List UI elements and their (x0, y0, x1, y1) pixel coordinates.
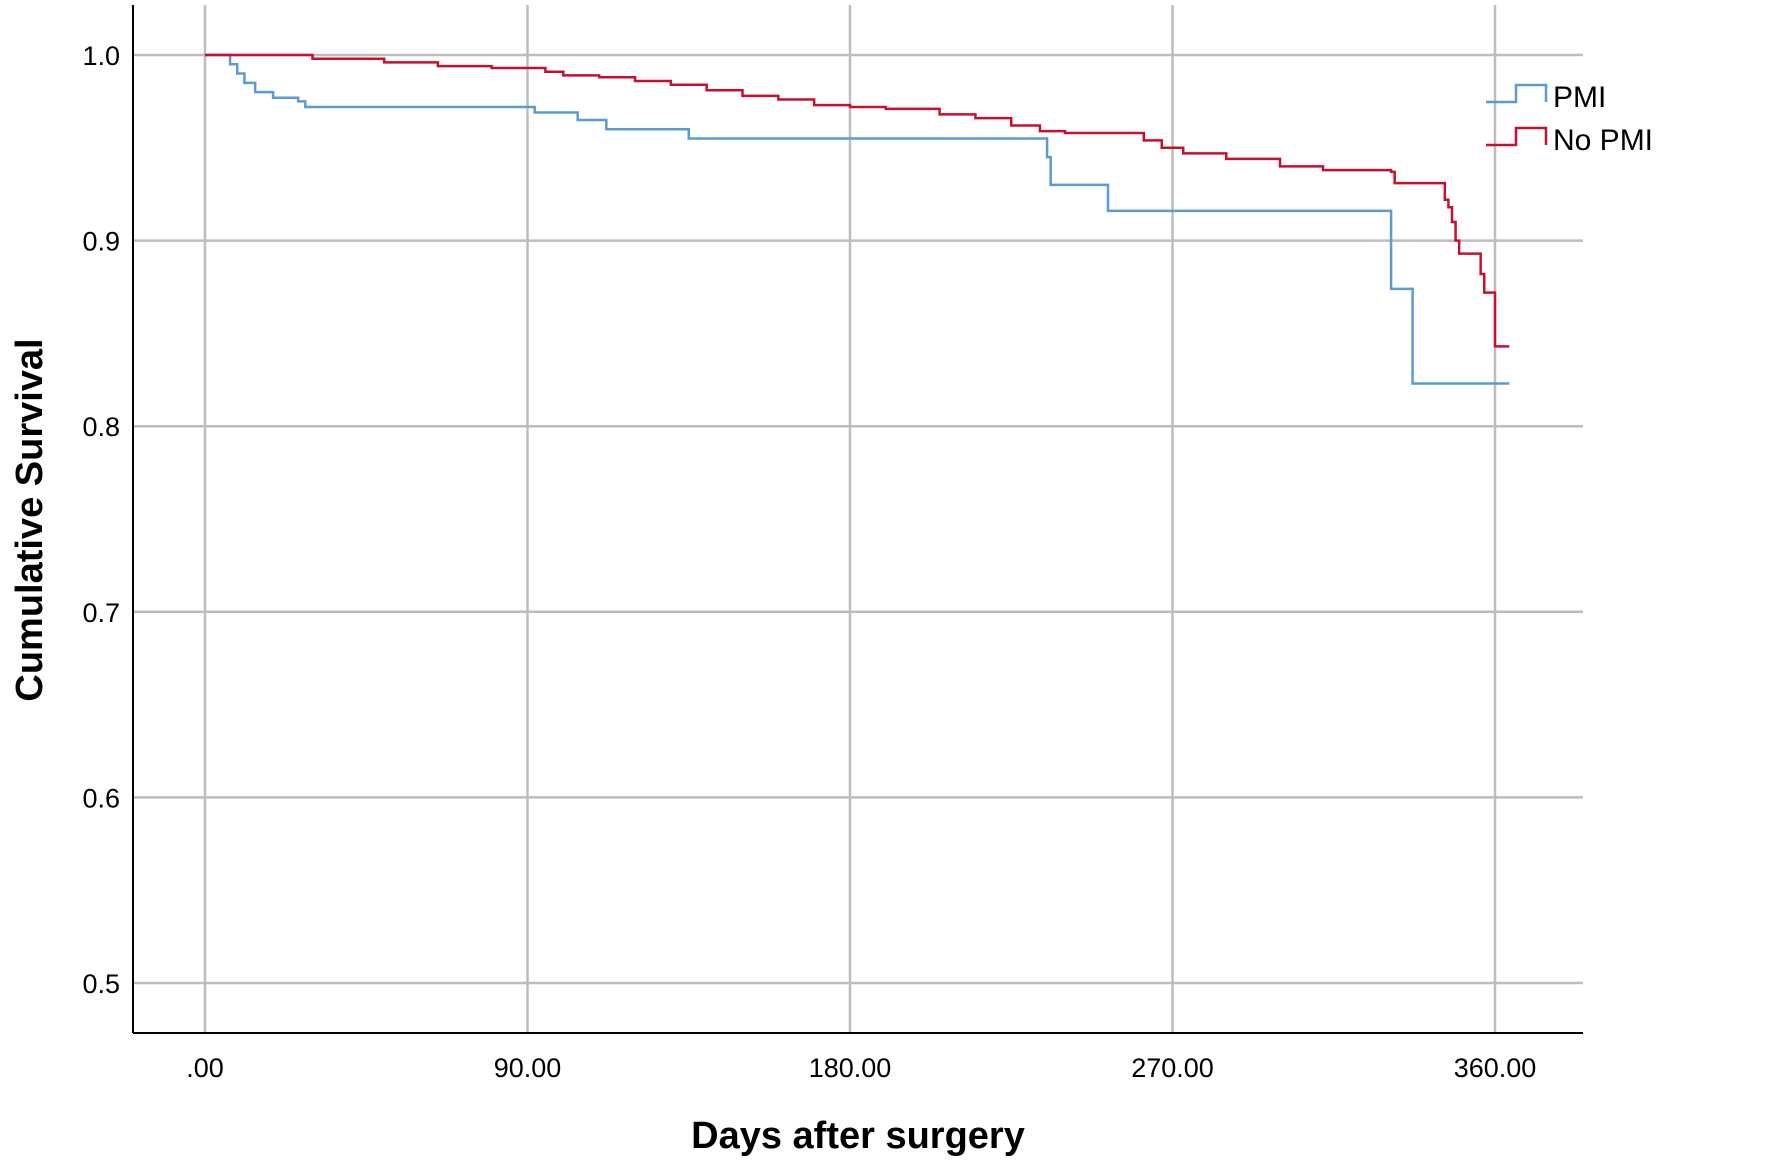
grid-lines (133, 5, 1583, 1033)
x-tick-label: 90.00 (494, 1053, 562, 1083)
legend: PMI No PMI (1486, 81, 1653, 157)
x-tick-label: .00 (186, 1053, 224, 1083)
y-axis-title: Cumulative Survival (9, 338, 51, 701)
legend-swatch (1486, 126, 1548, 147)
axes (132, 5, 1583, 1034)
legend-label: PMI (1553, 81, 1606, 114)
y-tick-label: 0.9 (82, 227, 120, 257)
y-tick-label: 0.8 (82, 412, 120, 442)
x-axis-title: Days after surgery (691, 1115, 1025, 1157)
legend-label: No PMI (1553, 124, 1653, 157)
x-tick-label: 180.00 (809, 1053, 892, 1083)
series-line-pmi (205, 53, 1510, 385)
y-tick-label: 1.0 (82, 41, 120, 71)
legend-swatch (1486, 83, 1548, 104)
y-tick-label: 0.7 (82, 598, 120, 628)
y-tick-label: 0.6 (82, 783, 120, 813)
x-tick-label: 270.00 (1131, 1053, 1214, 1083)
y-tick-label: 0.5 (82, 969, 120, 999)
series-line-no-pmi (205, 53, 1510, 348)
tick-labels: .00 90.00 180.00 270.00 360.00 0.5 0.6 0.7 0.8 0.… (82, 41, 1536, 1083)
series-layer (205, 53, 1510, 385)
x-tick-label: 360.00 (1454, 1053, 1537, 1083)
